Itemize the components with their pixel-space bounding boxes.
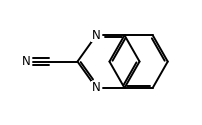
Text: N: N — [92, 81, 101, 94]
Text: N: N — [22, 55, 31, 68]
Text: N: N — [92, 29, 101, 42]
